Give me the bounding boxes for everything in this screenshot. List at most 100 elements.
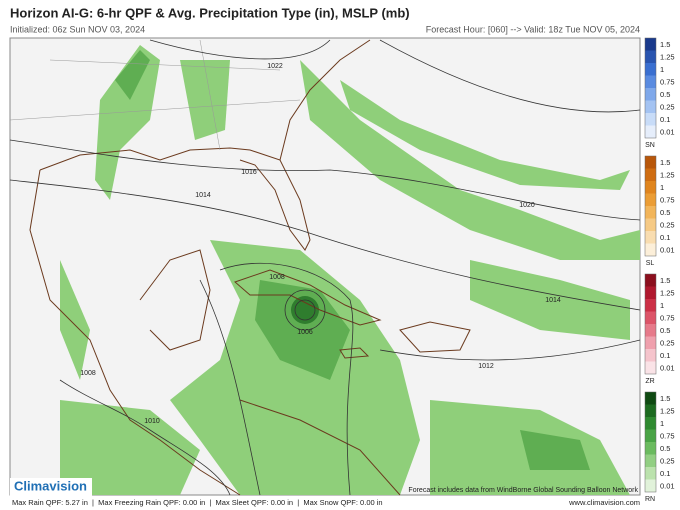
legend-level: 0.5	[660, 90, 670, 99]
legend-swatch	[645, 349, 656, 362]
legend-level: 1.5	[660, 276, 670, 285]
legend-swatch	[645, 231, 656, 244]
legend-level: 0.75	[660, 78, 675, 87]
coastlines	[9, 39, 471, 496]
legend-swatch	[645, 168, 656, 181]
central-america	[239, 399, 401, 496]
isobar-label: 1016	[241, 169, 257, 176]
legend-frame	[644, 273, 657, 375]
legend-swatch	[645, 125, 656, 138]
legend-level: 1.25	[660, 53, 675, 62]
title: Horizon AI-G: 6-hr QPF & Avg. Precipitat…	[10, 5, 410, 20]
precip-area	[300, 60, 640, 260]
legend-level: 0.5	[660, 208, 670, 217]
legend-level: 1.5	[660, 40, 670, 49]
legend-level: 0.5	[660, 326, 670, 335]
precip-area	[60, 260, 90, 380]
isobar-label: 1008	[269, 274, 285, 281]
legend-swatch	[645, 479, 656, 492]
mexico-coast	[29, 169, 241, 496]
logo: Climavision	[14, 478, 87, 493]
legend-type: ZR	[645, 378, 654, 385]
legend-level: 0.25	[660, 103, 675, 112]
legend-frame	[644, 155, 657, 257]
isobar	[9, 179, 641, 311]
legend-level: 0.75	[660, 196, 675, 205]
legend-swatch	[645, 429, 656, 442]
legend-level: 1	[660, 183, 664, 192]
legend-level: 0.25	[660, 339, 675, 348]
isobar	[284, 289, 326, 331]
legend-swatch	[645, 88, 656, 101]
precip-area	[470, 260, 630, 340]
init-time: Initialized: 06z Sun NOV 03, 2024	[10, 24, 145, 34]
legend-level: 0.1	[660, 233, 670, 242]
legend-level: 0.25	[660, 221, 675, 230]
legend-level: 0.01	[660, 128, 675, 137]
legend-level: 0.5	[660, 444, 670, 453]
isobar	[379, 339, 641, 361]
legend-swatch	[645, 311, 656, 324]
legend-level: 0.1	[660, 115, 670, 124]
isobar	[149, 39, 331, 60]
borders	[9, 39, 301, 151]
legend-level: 0.1	[660, 469, 670, 478]
legend-swatch	[645, 193, 656, 206]
legend-swatch	[645, 417, 656, 430]
legend-swatch	[645, 361, 656, 374]
yucatan	[139, 249, 211, 351]
isobar-label: 1014	[195, 192, 211, 199]
credit: Forecast includes data from WindBorne Gl…	[408, 487, 638, 494]
legend-swatch	[645, 392, 656, 405]
legend-level: 0.75	[660, 314, 675, 323]
logo-box	[10, 478, 92, 496]
isobar	[219, 262, 354, 496]
legend-level: 1.25	[660, 407, 675, 416]
legend-level: 1.25	[660, 289, 675, 298]
isobar-labels: 1022 1016 1014 1020 1008 1006 1014 1012 1008 1010	[80, 63, 561, 425]
legend-swatch	[645, 286, 656, 299]
legend-frame	[644, 37, 657, 139]
isobar	[59, 379, 231, 496]
east-coast	[279, 39, 371, 161]
isobar	[9, 139, 641, 221]
legend-swatch	[645, 243, 656, 256]
legend-type: SL	[646, 260, 655, 267]
legend-swatch	[645, 442, 656, 455]
legend-swatch	[645, 181, 656, 194]
legend-swatch	[645, 206, 656, 219]
legend-swatch	[645, 63, 656, 76]
hispaniola	[399, 321, 471, 353]
legend-swatch	[645, 218, 656, 231]
cuba	[234, 269, 382, 326]
isobar	[379, 39, 641, 113]
valid-time: Forecast Hour: [060] --> Valid: 18z Tue …	[426, 24, 640, 34]
isobar	[199, 279, 261, 496]
legend-level: 1.5	[660, 158, 670, 167]
isobars	[9, 39, 641, 496]
isobar-label: 1020	[519, 202, 535, 209]
legend-level: 0.01	[660, 246, 675, 255]
legend-swatch	[645, 299, 656, 312]
legend-swatch	[645, 38, 656, 51]
isobar-label: 1022	[267, 63, 283, 70]
legend-level: 1.25	[660, 171, 675, 180]
precip-area	[180, 60, 230, 140]
isobar-label: 1012	[478, 363, 494, 370]
precip-area	[95, 45, 160, 200]
precip-area	[340, 80, 630, 190]
legend-level: 0.01	[660, 482, 675, 491]
legend-swatch	[645, 404, 656, 417]
stats: Max Rain QPF: 5.27 in | Max Freezing Rai…	[12, 498, 383, 507]
legend-swatch	[645, 336, 656, 349]
legend-level: 1	[660, 301, 664, 310]
legend-swatch	[645, 75, 656, 88]
legend-swatch	[645, 324, 656, 337]
legend-level: 1.5	[660, 394, 670, 403]
jamaica	[339, 347, 370, 359]
legend-level: 0.25	[660, 457, 675, 466]
legend-swatch	[645, 156, 656, 169]
legend-level: 0.1	[660, 351, 670, 360]
